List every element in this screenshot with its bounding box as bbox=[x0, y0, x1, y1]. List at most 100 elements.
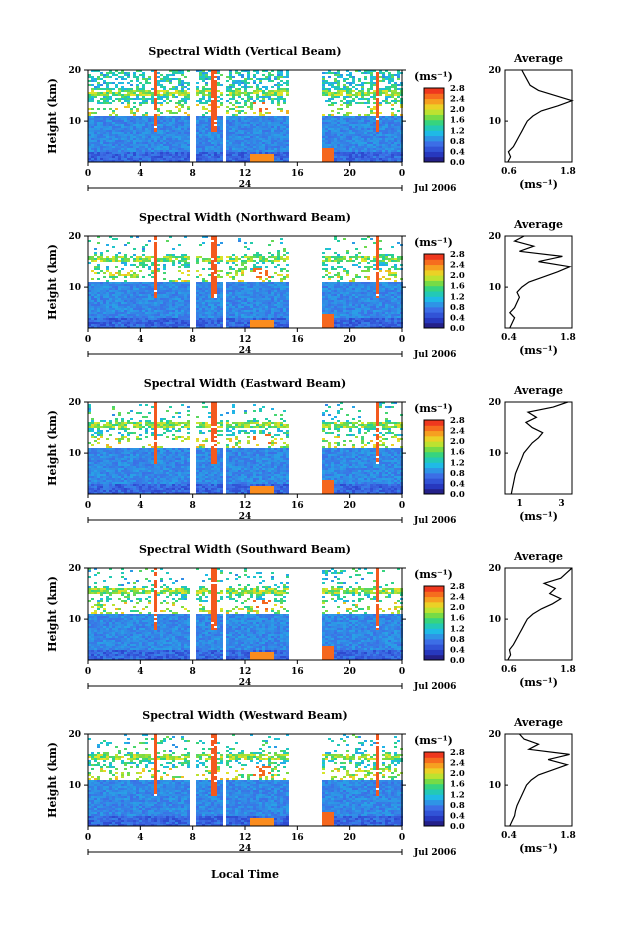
colorbar-segment bbox=[424, 301, 444, 308]
colorbar-tick-label: 2.4 bbox=[450, 427, 465, 437]
colorbar-segment bbox=[424, 794, 444, 801]
x-tick-label: 4 bbox=[137, 833, 143, 843]
x-tick-label: 12 bbox=[239, 335, 252, 345]
x-tick-label: 0 bbox=[399, 667, 405, 677]
colorbar-tick-label: 1.6 bbox=[450, 282, 465, 292]
colorbar-segment bbox=[424, 773, 444, 779]
colorbar-tick-label: 2.0 bbox=[450, 105, 465, 115]
avg-y-tick-label: 20 bbox=[488, 232, 501, 242]
colorbar-segment bbox=[424, 151, 444, 158]
x-tick-label: 16 bbox=[291, 667, 304, 677]
y-tick-label: 10 bbox=[68, 283, 81, 293]
panel-5: Spectral Width (Westward Beam) 10 20 Height… bbox=[46, 709, 576, 858]
colorbar-frame bbox=[423, 419, 445, 495]
x-tick-label: 8 bbox=[190, 169, 196, 179]
colorbar-frame bbox=[423, 585, 445, 661]
y-tick-label: 10 bbox=[68, 117, 81, 127]
colorbar-segment bbox=[424, 607, 444, 613]
avg-y-tick-label: 20 bbox=[488, 66, 501, 76]
y-tick-label: 10 bbox=[68, 781, 81, 791]
panel-4: Spectral Width (Southward Beam) 10 20 Heigh… bbox=[46, 543, 576, 692]
colorbar-segment bbox=[424, 430, 444, 437]
x-tick-label: 16 bbox=[291, 169, 304, 179]
y-tick-label: 10 bbox=[68, 615, 81, 625]
colorbar-segment bbox=[424, 462, 444, 469]
colorbar-segment bbox=[424, 285, 444, 292]
average-title: Average bbox=[513, 218, 563, 231]
colorbar-tick-label: 0.0 bbox=[450, 158, 465, 168]
avg-x-tick-label: 0.4 bbox=[501, 831, 517, 841]
avg-y-tick-label: 10 bbox=[488, 283, 501, 293]
colorbar-tick-label: 2.8 bbox=[450, 250, 465, 260]
x-tick-label: 8 bbox=[190, 501, 196, 511]
colorbar-unit-label: (ms⁻¹) bbox=[414, 734, 453, 747]
colorbar-segment bbox=[424, 783, 444, 790]
x-tick-label: 0 bbox=[399, 833, 405, 843]
y-tick-label: 20 bbox=[68, 232, 81, 242]
x-tick-label: 0 bbox=[399, 169, 405, 179]
x-tick-label: 0 bbox=[85, 335, 91, 345]
colorbar-segment bbox=[424, 103, 444, 110]
y-axis-label: Height (km) bbox=[46, 742, 59, 818]
avg-y-tick-label: 10 bbox=[488, 449, 501, 459]
colorbar-segment bbox=[424, 483, 444, 490]
panel-1: Spectral Width (Vertical Beam) 10 20 Height… bbox=[46, 45, 576, 194]
colorbar-segment bbox=[424, 441, 444, 447]
date-label: Jul 2006 bbox=[413, 516, 456, 526]
colorbar-tick-label: 1.2 bbox=[450, 790, 465, 800]
average-profile: Average 10 20 0.4 1.8(ms⁻¹) bbox=[488, 716, 575, 855]
colorbar-unit-label: (ms⁻¹) bbox=[414, 568, 453, 581]
colorbar-tick-label: 1.2 bbox=[450, 624, 465, 634]
average-line bbox=[507, 567, 573, 661]
panel-title: Spectral Width (Northward Beam) bbox=[139, 211, 351, 224]
colorbar-segment bbox=[424, 275, 444, 281]
x-axis-label: Local Time bbox=[211, 868, 279, 881]
colorbar-frame bbox=[423, 253, 445, 329]
colorbar-tick-label: 2.0 bbox=[450, 437, 465, 447]
colorbar-tick-label: 0.4 bbox=[450, 313, 465, 323]
colorbar-segment bbox=[424, 810, 444, 816]
average-profile: Average 10 20 0.4 1.8(ms⁻¹) bbox=[488, 218, 575, 357]
x-tick-label: 16 bbox=[291, 335, 304, 345]
panel-title: Spectral Width (Vertical Beam) bbox=[148, 45, 341, 58]
colorbar-tick-label: 0.8 bbox=[450, 635, 465, 645]
colorbar-segment bbox=[424, 638, 444, 645]
colorbar-segment bbox=[424, 752, 444, 758]
colorbar-segment bbox=[424, 125, 444, 131]
day-label: 24 bbox=[239, 844, 252, 854]
x-tick-label: 0 bbox=[399, 501, 405, 511]
colorbar-segment bbox=[424, 467, 444, 474]
colorbar: (ms⁻¹) 0.00.40.81.21.62.02.42.8 bbox=[414, 70, 465, 168]
panel-title: Spectral Width (Southward Beam) bbox=[139, 543, 351, 556]
colorbar-segment bbox=[424, 291, 444, 297]
colorbar-tick-label: 0.4 bbox=[450, 645, 465, 655]
avg-unit-label: (ms⁻¹) bbox=[519, 510, 558, 523]
average-profile: Average 10 20 0.6 1.8(ms⁻¹) bbox=[488, 550, 575, 689]
x-tick-label: 0 bbox=[85, 667, 91, 677]
y-tick-label: 10 bbox=[68, 449, 81, 459]
colorbar-tick-label: 1.2 bbox=[450, 292, 465, 302]
colorbar-segment bbox=[424, 93, 444, 100]
avg-x-tick-label: 0.6 bbox=[501, 665, 517, 675]
colorbar-segment bbox=[424, 451, 444, 458]
avg-x-tick-label: 0.6 bbox=[501, 167, 517, 177]
colorbar-tick-label: 0.8 bbox=[450, 469, 465, 479]
colorbar-tick-label: 2.4 bbox=[450, 261, 465, 271]
colorbar-tick-label: 2.4 bbox=[450, 759, 465, 769]
colorbar-segment bbox=[424, 156, 444, 163]
y-axis-label: Height (km) bbox=[46, 410, 59, 486]
colorbar-tick-label: 1.6 bbox=[450, 116, 465, 126]
colorbar-segment bbox=[424, 135, 444, 142]
average-title: Average bbox=[513, 550, 563, 563]
day-label: 24 bbox=[239, 346, 252, 356]
colorbar-segment bbox=[424, 820, 444, 827]
x-tick-label: 20 bbox=[343, 335, 356, 345]
colorbar-segment bbox=[424, 472, 444, 479]
colorbar-segment bbox=[424, 109, 444, 115]
colorbar-segment bbox=[424, 789, 444, 795]
colorbar-segment bbox=[424, 762, 444, 769]
colorbar: (ms⁻¹) 0.00.40.81.21.62.02.42.8 bbox=[414, 734, 465, 832]
colorbar-segment bbox=[424, 317, 444, 324]
average-title: Average bbox=[513, 384, 563, 397]
avg-x-tick-label: 3 bbox=[558, 499, 564, 509]
